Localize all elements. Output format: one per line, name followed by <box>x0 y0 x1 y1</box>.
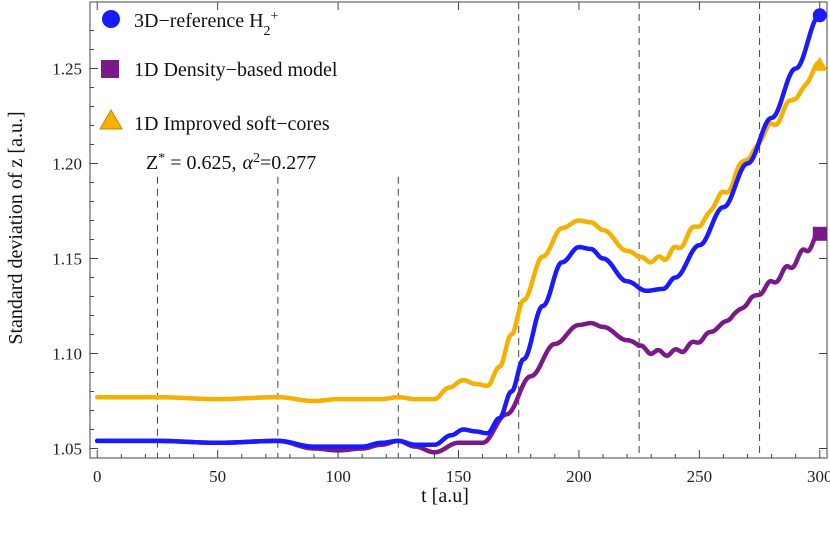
legend-marker-improved-soft-cores <box>99 109 123 130</box>
x-axis-title: t [a.u] <box>421 485 469 507</box>
legend-marker-density-model <box>101 60 119 78</box>
end-marker-circle <box>812 8 827 23</box>
series-layer <box>94 13 823 455</box>
legend-label-3d-reference-main: 3D−reference H <box>134 10 264 32</box>
legend-label-3d-reference-sup: + <box>271 9 279 24</box>
series-line-0 <box>94 13 823 449</box>
legend-label-3d-reference-sub: 2 <box>264 24 271 39</box>
annot-z-label: Z <box>146 152 158 174</box>
x-tick-label-300: 300 <box>807 467 830 486</box>
end-marker-triangle <box>811 56 828 71</box>
annot-z-sup: * <box>158 151 165 166</box>
y-tick-label-1.05: 1.05 <box>52 440 82 459</box>
x-tick-label-150: 150 <box>446 467 472 486</box>
legend-marker-3d-reference <box>102 10 120 28</box>
x-tick-label-250: 250 <box>687 467 713 486</box>
y-tick-label-1.15: 1.15 <box>52 250 82 269</box>
ticks-layer: 0 50 100 150 200 250 300 1.05 1.10 1.15 1.20 1.25 <box>52 2 830 486</box>
parameter-annotation: Z* = 0.625, α2=0.277 <box>146 151 316 175</box>
y-tick-label-1.25: 1.25 <box>52 60 82 79</box>
y-axis-title: Standard deviation of z [a.u.] <box>5 111 27 344</box>
annot-alpha-value: =0.277 <box>260 152 316 174</box>
legend-label-3d-reference: 3D−reference H2+ <box>134 9 279 39</box>
legend-label-improved-soft-cores: 1D Improved soft−cores <box>134 113 330 135</box>
x-tick-label-50: 50 <box>209 467 226 486</box>
legend-label-density-model: 1D Density−based model <box>134 59 338 81</box>
end-marker-square <box>812 226 827 241</box>
legend: 3D−reference H2+ 1D Density−based model … <box>99 9 338 135</box>
series-line-2 <box>94 60 823 404</box>
x-tick-label-200: 200 <box>566 467 592 486</box>
y-tick-label-1.20: 1.20 <box>52 155 82 174</box>
vlines-layer <box>156 2 761 458</box>
annot-alpha-label: α <box>243 152 254 174</box>
x-tick-label-0: 0 <box>93 467 102 486</box>
annot-alpha-sup: 2 <box>253 151 260 166</box>
x-tick-label-100: 100 <box>325 467 351 486</box>
end-markers-layer <box>811 8 828 241</box>
y-tick-label-1.10: 1.10 <box>52 345 82 364</box>
annot-z-value: = 0.625, <box>165 152 236 174</box>
